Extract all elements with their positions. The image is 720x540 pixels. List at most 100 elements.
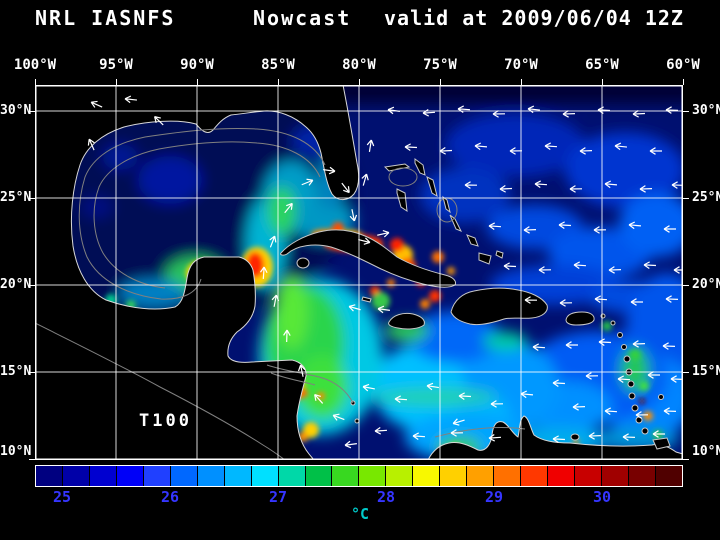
latitude-tick-label: 10°N xyxy=(0,444,32,459)
current-vector xyxy=(323,166,336,175)
current-vector xyxy=(604,180,618,189)
current-vector xyxy=(349,209,358,222)
longitude-tick-label: 90°W xyxy=(180,57,214,73)
map-area: T100 xyxy=(35,85,683,460)
colorbar-segment xyxy=(413,466,441,486)
current-vector xyxy=(534,180,548,189)
latitude-tick-label: 15°N xyxy=(0,364,32,379)
colorbar-segment xyxy=(521,466,549,486)
colorbar-segment xyxy=(494,466,522,486)
current-vector xyxy=(153,116,164,126)
current-vector xyxy=(124,95,138,104)
current-vector xyxy=(439,147,453,155)
latitude-tick xyxy=(683,285,689,286)
latitude-tick-label: 10°N xyxy=(692,444,720,459)
current-vector xyxy=(301,178,314,186)
current-vector xyxy=(552,435,566,443)
longitude-tick xyxy=(602,79,603,85)
current-vector xyxy=(594,295,608,304)
title-model: NRL IASNFS xyxy=(35,6,176,30)
colorbar-segment xyxy=(332,466,360,486)
current-vector xyxy=(652,430,665,438)
current-vector xyxy=(488,433,502,442)
bahamas-andros xyxy=(396,188,408,213)
bahamas-great-inagua xyxy=(478,252,492,265)
current-vector xyxy=(458,392,472,400)
current-vector xyxy=(663,407,677,415)
current-vector xyxy=(87,138,95,151)
current-vector xyxy=(374,426,388,435)
colorbar-segment xyxy=(89,466,117,486)
longitude-tick-label: 60°W xyxy=(666,57,700,73)
current-vector xyxy=(665,295,679,303)
current-vector xyxy=(565,341,578,349)
current-vector xyxy=(573,261,587,270)
bahamas-crooked-island xyxy=(466,234,479,247)
current-vector xyxy=(630,298,643,306)
current-vector xyxy=(552,379,566,387)
latitude-tick xyxy=(683,198,689,199)
colorbar xyxy=(35,465,683,487)
longitude-tick-label: 85°W xyxy=(261,57,295,73)
colorbar-segment xyxy=(224,466,252,486)
current-vector xyxy=(452,418,465,426)
current-vector xyxy=(366,139,375,152)
longitude-tick-label: 70°W xyxy=(504,57,538,73)
current-vector xyxy=(90,100,103,108)
current-vector xyxy=(362,383,375,392)
colorbar-segment xyxy=(36,466,63,486)
current-vector xyxy=(647,371,660,379)
latitude-tick xyxy=(29,372,35,373)
island-jamaica xyxy=(388,312,425,330)
current-vector xyxy=(643,261,657,269)
current-vector xyxy=(597,106,611,114)
cayman-islands xyxy=(361,296,372,303)
current-vector xyxy=(585,372,599,380)
current-vector xyxy=(670,375,683,383)
longitude-tick-label: 80°W xyxy=(342,57,376,73)
bahamas-long-island xyxy=(449,214,463,232)
colorbar-segment xyxy=(602,466,629,486)
current-vector xyxy=(509,147,523,155)
current-vector xyxy=(572,403,586,411)
latitude-tick-label: 25°N xyxy=(0,190,32,205)
current-vector xyxy=(499,185,513,193)
field-depth-label: T100 xyxy=(139,411,192,431)
graticule xyxy=(35,85,683,460)
current-vector xyxy=(544,142,558,151)
longitude-tick xyxy=(683,79,684,85)
colorbar-segment xyxy=(628,466,656,486)
longitude-tick xyxy=(440,79,441,85)
current-vector xyxy=(598,338,612,346)
longitude-tick-label: 100°W xyxy=(13,57,57,73)
colorbar-tick-label: 28 xyxy=(376,488,396,506)
current-vector xyxy=(474,142,488,151)
current-vector xyxy=(524,296,538,304)
colorbar-segment xyxy=(251,466,279,486)
title-valid-time: valid at 2009/06/04 12Z xyxy=(384,6,684,30)
current-vector xyxy=(579,147,593,155)
longitude-tick xyxy=(35,79,36,85)
colorbar-segment xyxy=(386,466,414,486)
temperature-field xyxy=(35,85,683,460)
current-vector xyxy=(426,382,439,391)
current-vector xyxy=(450,429,464,437)
current-vector xyxy=(332,413,345,421)
current-vector xyxy=(559,299,573,307)
island-trinidad xyxy=(652,437,671,450)
latitude-tick-label: 20°N xyxy=(692,277,720,292)
colorbar-segment xyxy=(575,466,603,486)
current-vector xyxy=(628,221,642,230)
current-vector xyxy=(617,375,631,384)
latitude-tick-label: 15°N xyxy=(692,364,720,379)
colorbar-labels: 25 26 27 28 29 30 xyxy=(35,488,683,506)
island-hispaniola xyxy=(450,287,548,326)
current-vector xyxy=(532,343,546,352)
current-vector xyxy=(422,108,436,117)
colorbar-segment xyxy=(170,466,198,486)
current-vector xyxy=(271,294,280,307)
current-vector xyxy=(520,390,534,399)
latitude-tick-label: 20°N xyxy=(0,277,32,292)
longitude-tick xyxy=(197,79,198,85)
longitude-tick xyxy=(521,79,522,85)
